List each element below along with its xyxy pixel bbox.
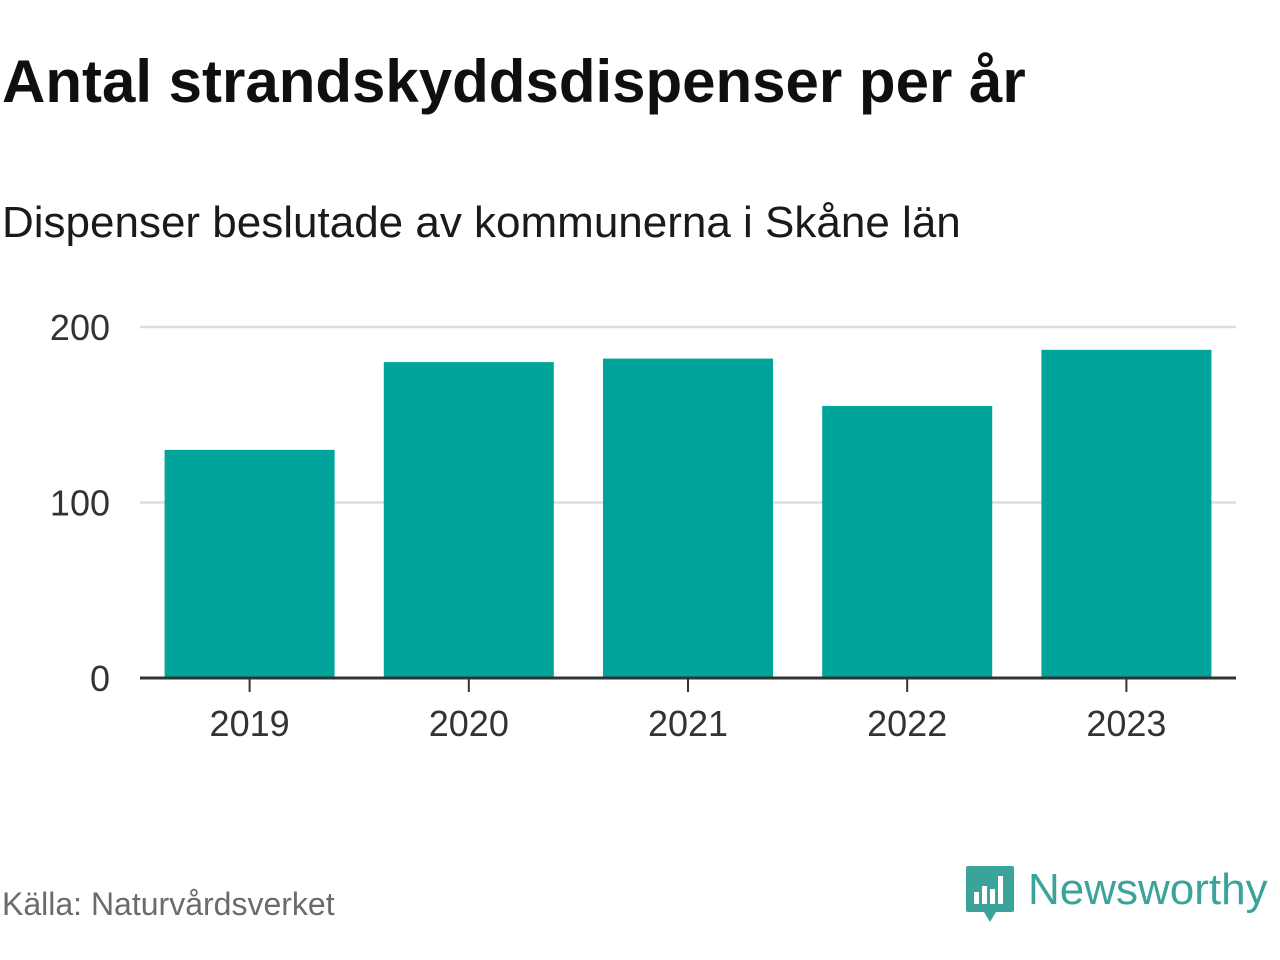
- y-tick-label-200: 200: [50, 307, 110, 348]
- x-tick-label-2022: 2022: [867, 703, 947, 744]
- x-tick-label-2021: 2021: [648, 703, 728, 744]
- x-tick-label-2023: 2023: [1086, 703, 1166, 744]
- brand-name: Newsworthy: [1028, 865, 1268, 914]
- x-tick-label-2020: 2020: [429, 703, 509, 744]
- chart-subtitle: Dispenser beslutade av kommunerna i Skån…: [2, 198, 961, 247]
- y-tick-label-100: 100: [50, 483, 110, 524]
- x-tick-label-2019: 2019: [210, 703, 290, 744]
- chart-title: Antal strandskyddsdispenser per år: [2, 48, 1026, 115]
- y-tick-label-0: 0: [90, 658, 110, 699]
- newsworthy-logo-icon: [966, 866, 1014, 922]
- bar-2019: [164, 449, 335, 678]
- bar-2022: [822, 405, 993, 678]
- source-label: Källa: Naturvårdsverket: [2, 886, 335, 922]
- bar-2021: [603, 358, 773, 678]
- bar-chart: 0 100 200 2019 2020 2021 2022 2023: [50, 307, 1236, 744]
- bar-2020: [383, 362, 554, 678]
- bar-2023: [1041, 349, 1212, 678]
- brand-logo: Newsworthy: [964, 862, 1268, 928]
